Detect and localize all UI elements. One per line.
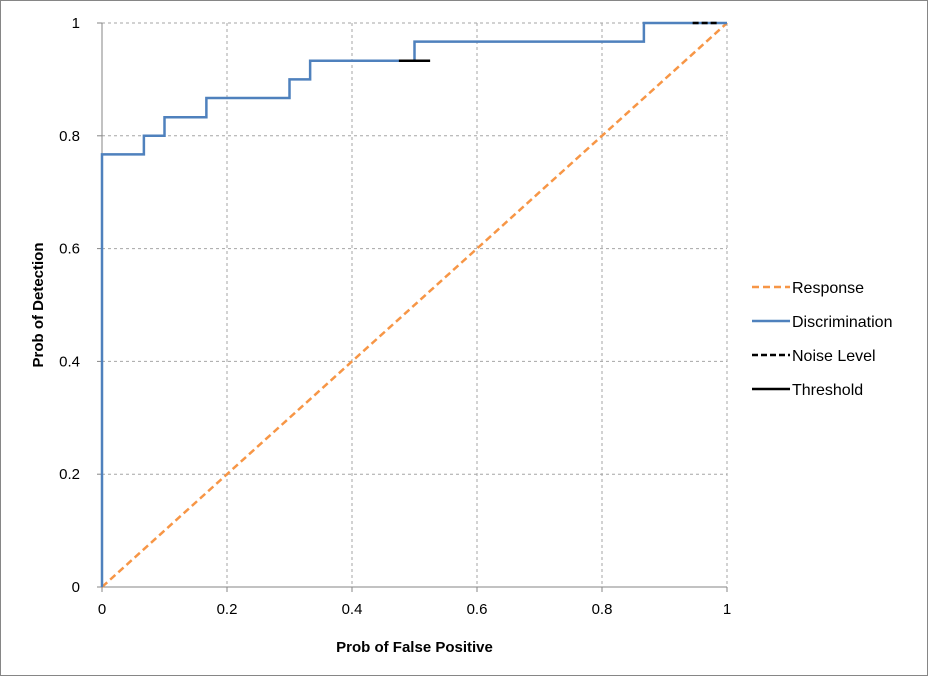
grid — [102, 22, 728, 587]
y-tick-label-4: 0.8 — [59, 128, 80, 145]
x-tick-label-4: 0.8 — [592, 601, 613, 618]
legend-label-response: Response — [792, 280, 864, 297]
series-line-response — [101, 22, 728, 588]
legend-label-discrimination: Discrimination — [792, 314, 892, 331]
x-tick-label-5: 1 — [723, 601, 731, 618]
series-line-discrimination — [100, 21, 727, 587]
x-tick-label-3: 0.6 — [467, 601, 488, 618]
legend-label-threshold: Threshold — [792, 382, 863, 399]
x-axis-title: Prob of False Positive — [336, 639, 493, 656]
y-tick-label-1: 0.2 — [59, 466, 80, 483]
x-tick-label-2: 0.4 — [342, 601, 363, 618]
tick-labels: 0 0.2 0.4 0.6 0.8 1 0 0.2 0.4 0.6 0.8 1 — [59, 15, 731, 618]
y-tick-label-3: 0.6 — [59, 241, 80, 258]
y-tick-label-0: 0 — [72, 579, 80, 596]
x-tick-label-0: 0 — [98, 601, 106, 618]
axes — [97, 22, 728, 592]
y-tick-label-5: 1 — [72, 15, 80, 32]
x-tick-label-1: 0.2 — [217, 601, 238, 618]
y-tick-label-2: 0.4 — [59, 353, 80, 370]
y-axis-title: Prob of Detection — [30, 242, 47, 367]
legend-label-noise-level: Noise Level — [792, 348, 876, 365]
series-layer — [100, 21, 728, 588]
legend: Response Discrimination Noise Level Thresho… — [752, 280, 892, 399]
